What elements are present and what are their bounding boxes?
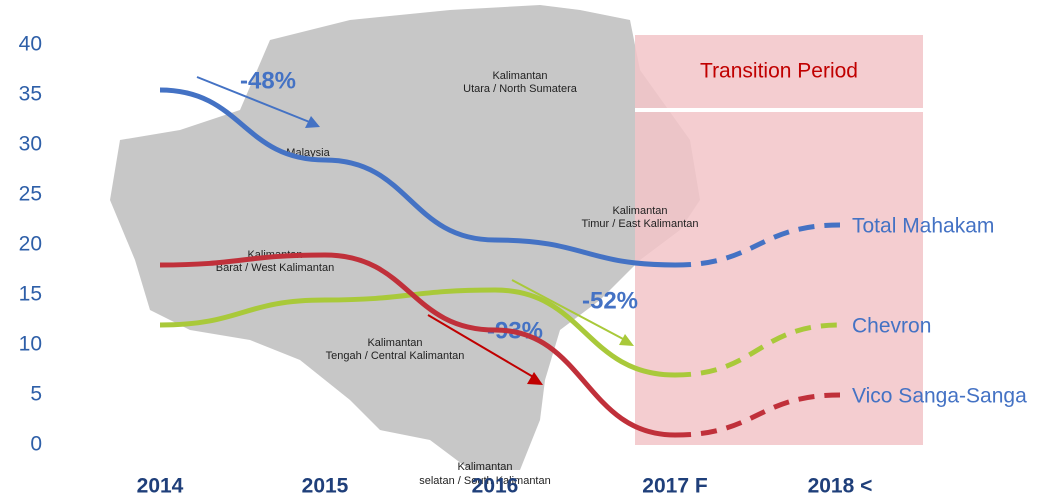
map-label: Kalimantan [612, 205, 667, 217]
series-label: Total Mahakam [852, 215, 994, 238]
map-label: selatan / South Kalimantan [419, 475, 550, 487]
x-tick-label: 2017 F [642, 475, 708, 498]
annotation: Transition Period [700, 60, 858, 83]
series-line [159, 87, 676, 268]
annotation: -48% [240, 67, 296, 94]
map-label: Kalimantan [367, 337, 422, 349]
y-tick-label: 25 [19, 183, 42, 206]
series-line [674, 392, 841, 438]
y-tick-label: 40 [19, 33, 42, 56]
series-line [159, 252, 676, 438]
map-label: Kalimantan [457, 461, 512, 473]
arrow [511, 279, 626, 341]
y-tick-label: 30 [19, 133, 42, 156]
map-label: Tengah / Central Kalimantan [326, 350, 465, 362]
series-line [159, 287, 676, 378]
map-label: Utara / North Sumatera [463, 83, 578, 95]
map-label: Timur / East Kalimantan [582, 218, 699, 230]
arrow-head [619, 334, 634, 346]
x-tick-label: 2016 [472, 475, 519, 498]
map-label: Kalimantan [492, 70, 547, 82]
map-label: Barat / West Kalimantan [216, 262, 334, 274]
y-tick-label: 5 [30, 383, 42, 406]
y-tick-label: 10 [19, 333, 42, 356]
series-label: Chevron [852, 315, 931, 338]
x-tick-label: 2014 [137, 475, 184, 498]
series-line [674, 222, 841, 268]
arrow-head [305, 116, 320, 128]
x-tick-label: 2015 [302, 475, 349, 498]
map-background [110, 5, 700, 470]
y-tick-label: 20 [19, 233, 42, 256]
x-tick-label: 2018 < [808, 475, 873, 498]
y-tick-label: 15 [19, 283, 42, 306]
annotation: -52% [582, 287, 638, 314]
transition-period-box [635, 35, 923, 445]
y-tick-label: 35 [19, 83, 42, 106]
y-tick-label: 0 [30, 433, 42, 456]
arrow-head [527, 372, 543, 385]
arrow [196, 76, 313, 124]
series-label: Vico Sanga-Sanga [852, 385, 1027, 408]
arrow [427, 314, 536, 379]
series-line [674, 322, 841, 378]
